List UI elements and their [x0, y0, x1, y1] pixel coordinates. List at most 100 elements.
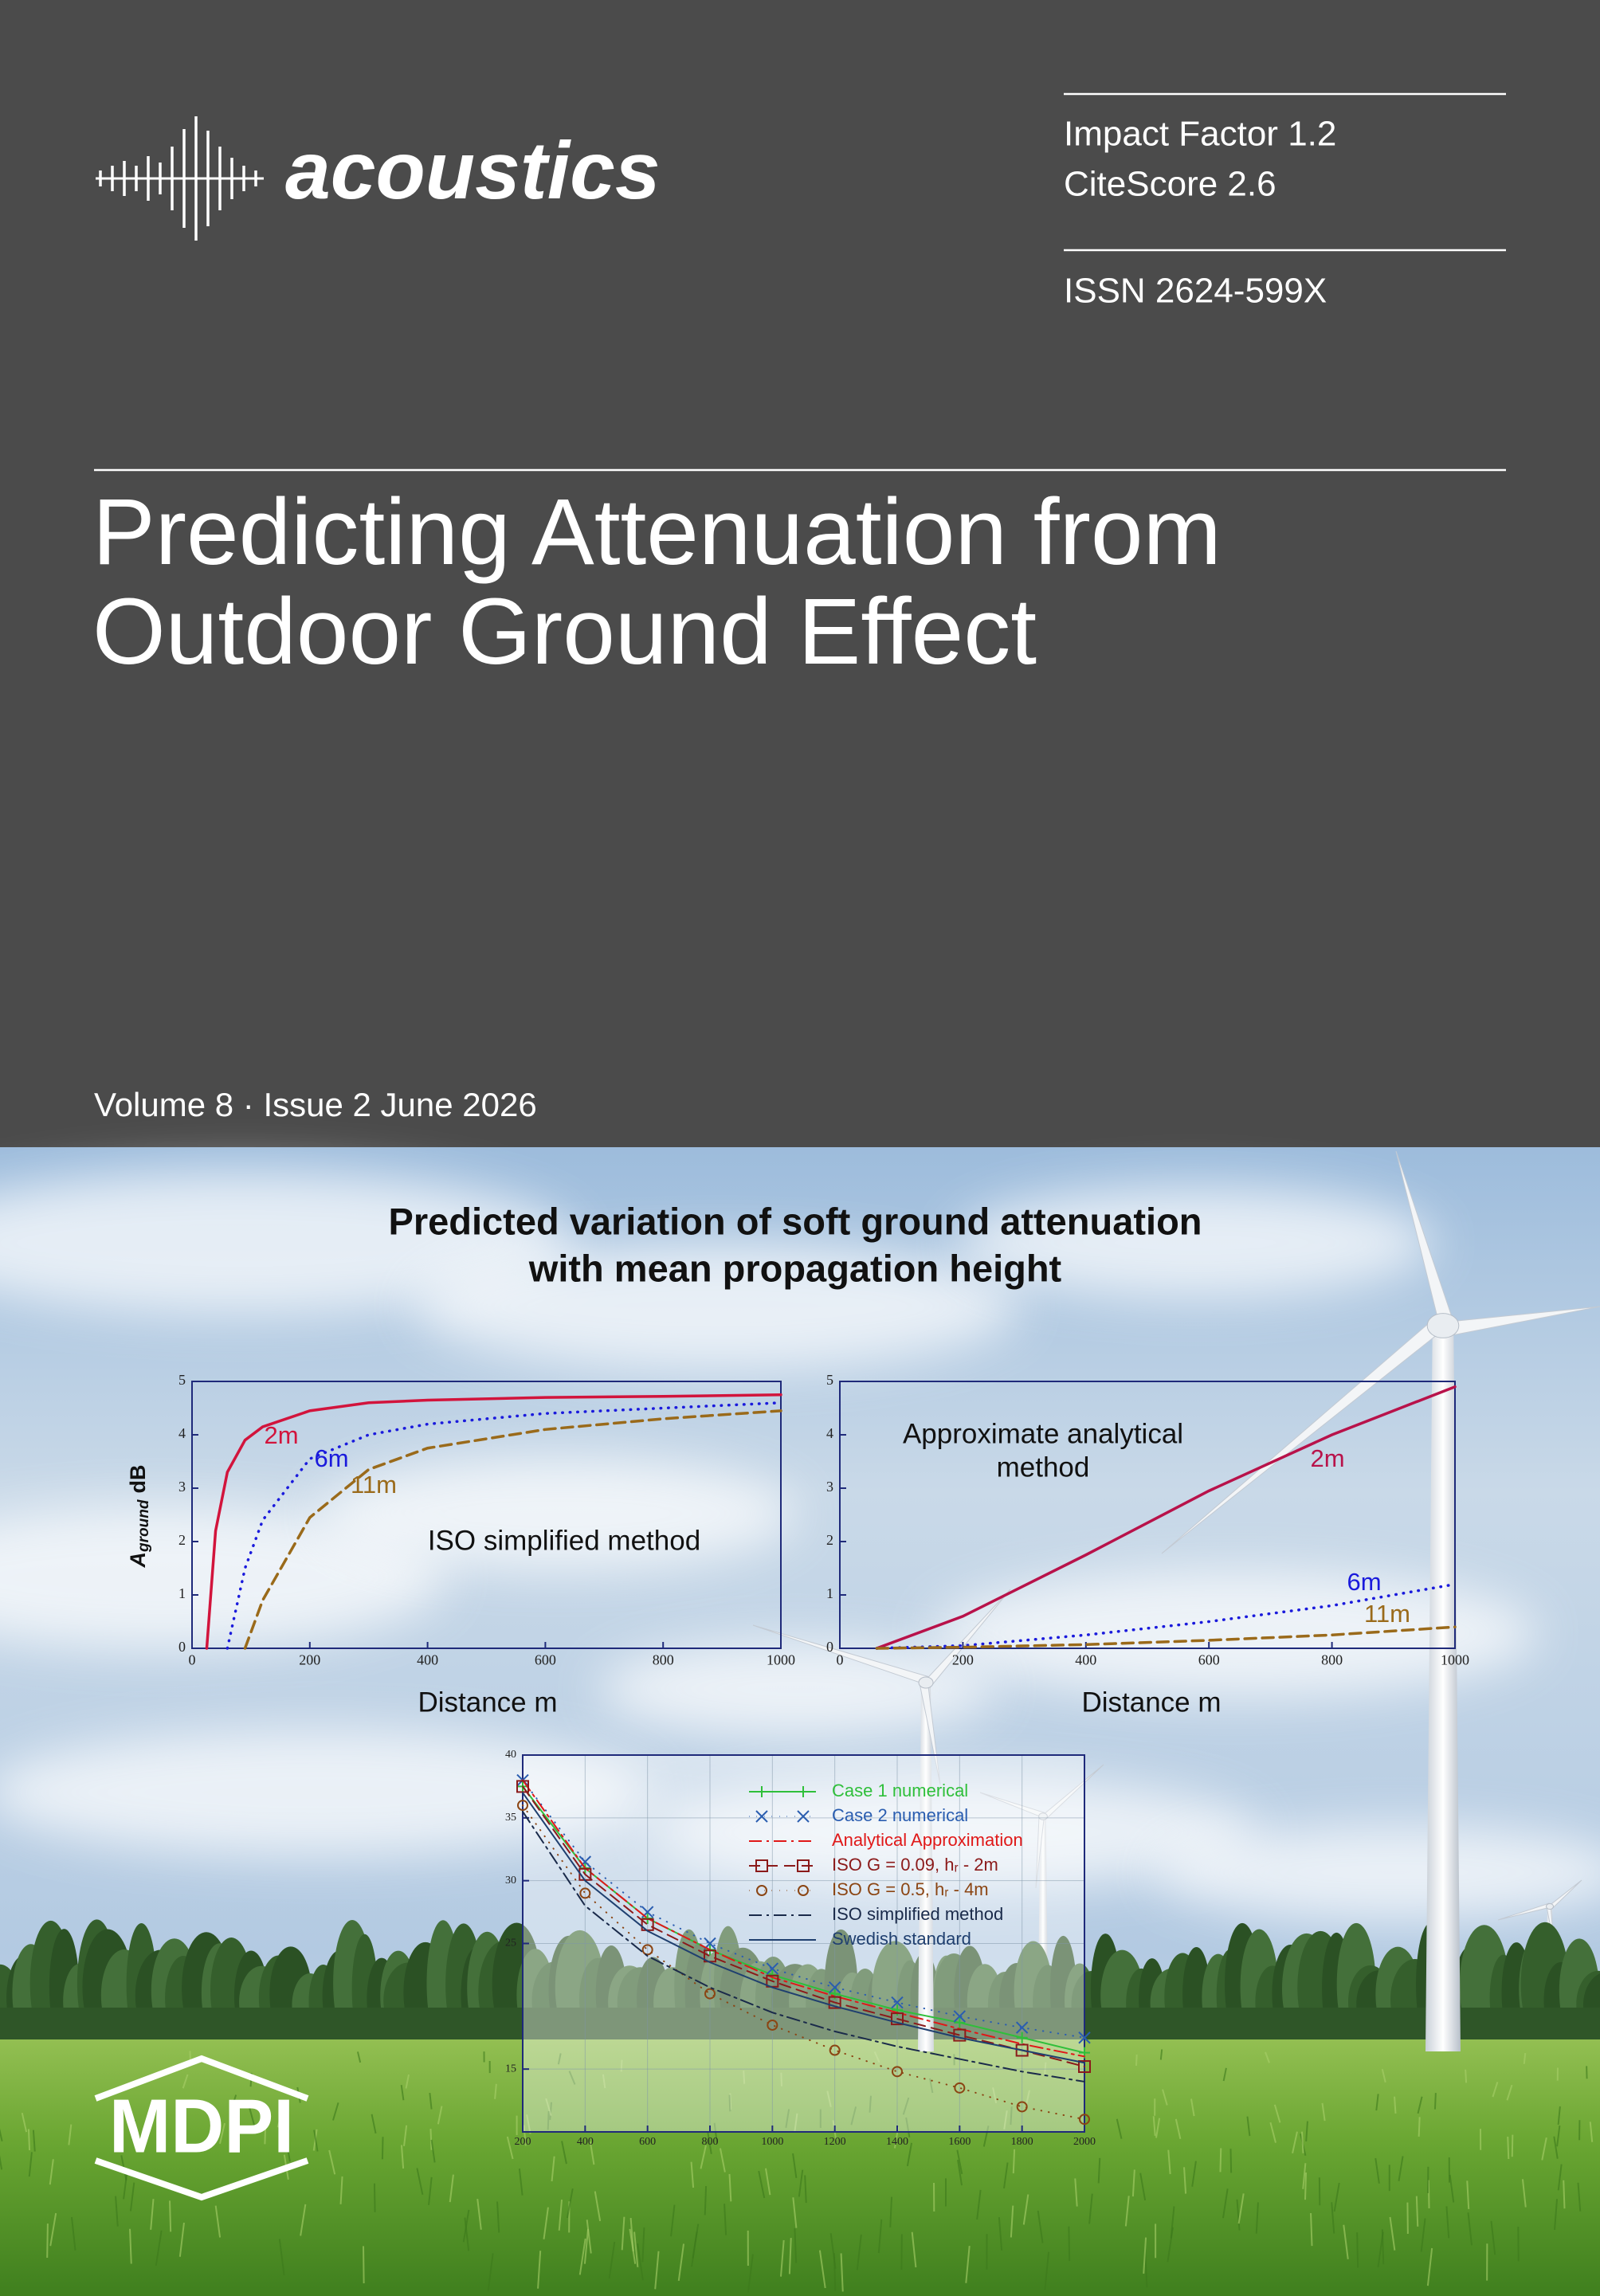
- grass: [747, 2254, 754, 2293]
- grass: [543, 2207, 549, 2239]
- annotation: method: [997, 1452, 1090, 1483]
- grass: [713, 2122, 718, 2144]
- grass: [578, 2238, 586, 2275]
- chart: 200 400 600 800 1000 1200 1400 1600 1800 2000 15 25…: [505, 1749, 1096, 2148]
- grass: [1265, 2051, 1270, 2063]
- grass: [1557, 2164, 1563, 2191]
- wind-turbine: [752, 1589, 1011, 2051]
- grass: [219, 2122, 225, 2145]
- grass: [557, 2053, 562, 2065]
- grass: [1159, 2049, 1163, 2060]
- legend-label: Swedish standard: [832, 1929, 971, 1949]
- grass: [1506, 2084, 1513, 2101]
- y-tick-label: 40: [505, 1749, 516, 1761]
- x-tick-label: 600: [1198, 1651, 1220, 1667]
- grass: [300, 2204, 307, 2236]
- series-line: [522, 1779, 1085, 2058]
- header-background: [0, 0, 1600, 1147]
- grass: [356, 2051, 362, 2063]
- grass: [629, 2228, 637, 2264]
- grass: [1037, 2210, 1044, 2243]
- grass: [561, 2141, 567, 2165]
- grass: [1521, 2179, 1527, 2208]
- grass: [32, 2129, 36, 2152]
- marker: [797, 1810, 810, 1823]
- marker: [953, 2028, 967, 2042]
- y-tick-label: 35: [505, 1812, 516, 1824]
- grass: [339, 2176, 343, 2204]
- marker: [1078, 2032, 1091, 2044]
- grass: [794, 2227, 798, 2263]
- grass: [911, 2231, 917, 2268]
- marker: [766, 1962, 779, 1975]
- grass: [1343, 2224, 1349, 2259]
- grass: [0, 2155, 3, 2170]
- turbine-tower: [1425, 1326, 1461, 2051]
- issn: ISSN 2624-599X: [1064, 272, 1327, 311]
- grass: [49, 2159, 54, 2185]
- turbine-hub: [1546, 1903, 1554, 1910]
- grass: [1302, 2163, 1307, 2189]
- grass: [400, 2084, 405, 2101]
- article-title: Outdoor Ground Effect: [92, 579, 1037, 684]
- figure-title: Predicted variation of soft ground atten…: [389, 1200, 1202, 1242]
- marker: [1079, 2114, 1090, 2126]
- series-line: [875, 1385, 1457, 1650]
- grass: [285, 2138, 291, 2162]
- grass: [526, 2114, 531, 2134]
- grass: [724, 2204, 727, 2235]
- grass: [403, 2125, 408, 2146]
- grass: [1097, 2157, 1101, 2184]
- grass: [929, 2078, 934, 2094]
- x-tick-label: 200: [515, 2136, 531, 2148]
- grass: [1418, 2117, 1421, 2137]
- y-tick-label: 0: [826, 1639, 833, 1655]
- grass: [1191, 2161, 1197, 2187]
- grass: [1415, 2196, 1419, 2227]
- grass: [637, 2243, 644, 2281]
- grass: [1222, 2067, 1227, 2082]
- y-tick-label: 0: [178, 1639, 186, 1655]
- grass: [728, 2094, 731, 2112]
- grass: [429, 2092, 433, 2110]
- grass: [1003, 2162, 1009, 2189]
- grass: [182, 2074, 189, 2089]
- grass: [537, 2251, 542, 2289]
- series-line: [225, 1401, 782, 1650]
- grass: [982, 2126, 990, 2147]
- x-tick-label: 1000: [767, 1651, 795, 1667]
- grass: [704, 2186, 708, 2216]
- series-label: 2m: [1310, 1444, 1344, 1472]
- grass: [1398, 2156, 1404, 2181]
- grass: [549, 2102, 552, 2120]
- grass: [1300, 2131, 1304, 2153]
- grass: [1449, 2174, 1455, 2203]
- grass: [566, 2188, 574, 2219]
- cloud: [932, 1569, 1538, 1697]
- journal-logo-icon: [96, 116, 264, 241]
- grass: [1116, 2118, 1123, 2139]
- cloud: [0, 1729, 653, 1856]
- marker: [798, 1786, 809, 1797]
- citescore: CiteScore 2.6: [1064, 165, 1276, 204]
- x-tick-label: 2000: [1073, 2136, 1096, 2148]
- grass: [818, 2250, 826, 2289]
- legend-label: Case 2 numerical: [832, 1805, 968, 1825]
- cloud: [0, 1506, 446, 1649]
- grass: [976, 2189, 982, 2220]
- grass: [788, 2238, 792, 2274]
- wind-turbine: [1161, 1150, 1600, 2051]
- grass: [551, 2156, 555, 2182]
- grass: [1088, 2193, 1093, 2224]
- grass: [506, 2136, 514, 2160]
- y-tick-label: 15: [505, 2063, 516, 2075]
- grass: [1246, 2116, 1251, 2137]
- grass: [992, 2087, 998, 2104]
- grass: [1273, 2104, 1281, 2123]
- y-tick-label: 1: [178, 1585, 186, 1601]
- grass: [1219, 2148, 1222, 2173]
- grass: [28, 2152, 33, 2177]
- marker: [891, 1996, 904, 2009]
